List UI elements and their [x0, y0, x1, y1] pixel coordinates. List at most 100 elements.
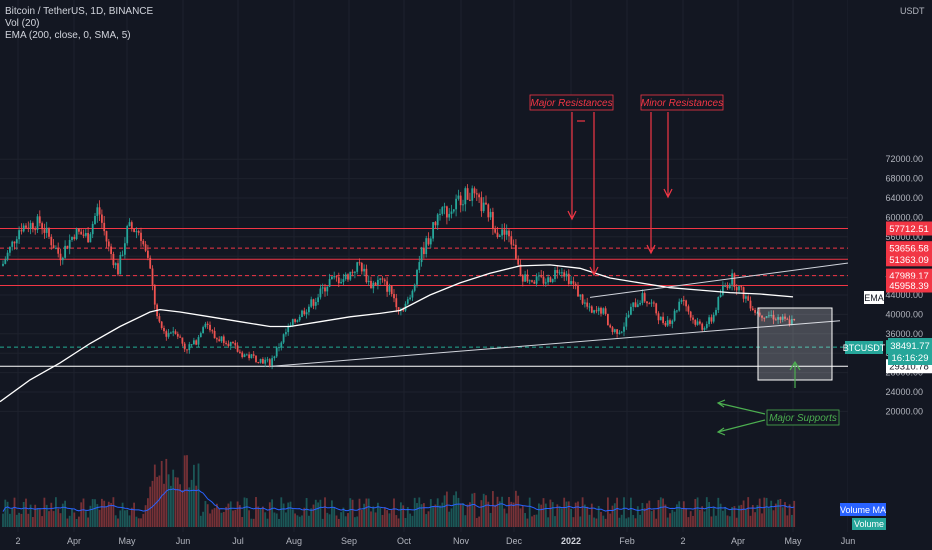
- volume-bar: [211, 509, 214, 527]
- volume-bar: [84, 511, 87, 527]
- volume-bar: [75, 518, 78, 527]
- volume-bar: [342, 507, 345, 527]
- volume-bar: [204, 501, 207, 527]
- volume-bar: [301, 515, 303, 527]
- candle-body: [512, 244, 515, 246]
- volume-bar: [6, 501, 9, 527]
- candle-body: [616, 329, 618, 334]
- volume-bar: [749, 515, 752, 527]
- candle-body: [643, 293, 646, 302]
- candle-body: [252, 354, 255, 356]
- candle-body: [538, 275, 540, 277]
- time-axis[interactable]: [0, 532, 932, 550]
- candle-body: [147, 250, 149, 258]
- candle-body: [634, 302, 637, 308]
- candle-body: [446, 206, 448, 218]
- volume-bar: [112, 497, 115, 527]
- candle-body: [73, 236, 76, 240]
- volume-bar: [121, 502, 124, 527]
- volume-bar: [57, 508, 60, 527]
- volume-bar: [480, 500, 483, 527]
- volume-bar: [381, 514, 384, 527]
- volume-bar: [588, 514, 591, 527]
- volume-bar: [455, 491, 457, 527]
- volume-bar: [243, 497, 246, 527]
- candle-body: [466, 188, 469, 200]
- candle-body: [625, 317, 628, 327]
- volume-bar: [236, 501, 239, 527]
- volume-bar: [770, 500, 773, 527]
- volume-bar: [29, 504, 32, 527]
- volume-bar: [464, 515, 467, 527]
- volume-bar: [32, 517, 34, 527]
- candle-body: [664, 322, 667, 326]
- major-supports-label[interactable]: Major Supports: [766, 409, 840, 426]
- candle-body: [682, 300, 685, 302]
- volume-bar: [82, 498, 85, 527]
- volume-bar: [625, 518, 628, 527]
- volume-bar: [195, 485, 198, 527]
- candle-body: [248, 354, 250, 359]
- candle-body: [600, 307, 602, 314]
- volume-bar: [264, 512, 267, 527]
- volume-bar: [528, 497, 531, 527]
- time-tick-label: 2: [680, 536, 685, 546]
- candle-body: [439, 213, 441, 215]
- svg-text:Major Supports: Major Supports: [769, 413, 837, 424]
- candle-body: [687, 306, 690, 312]
- volume-bar: [303, 507, 306, 527]
- volume-bar: [402, 505, 405, 527]
- level-tag-label: 51363.09: [889, 255, 929, 266]
- candle-body: [413, 284, 416, 291]
- volume-bar: [581, 497, 584, 527]
- candle-body: [517, 258, 520, 265]
- volume-bar: [618, 517, 621, 527]
- candle-body: [114, 263, 117, 266]
- volume-bar: [448, 511, 451, 527]
- candle-body: [429, 238, 432, 245]
- volume-bar: [574, 502, 577, 527]
- candle-body: [80, 231, 83, 235]
- time-tick-label: Apr: [731, 536, 745, 546]
- volume-bar: [627, 517, 630, 527]
- candle-body: [374, 282, 377, 285]
- candle-body: [784, 316, 786, 319]
- candle-body: [779, 317, 782, 320]
- volume-bar: [319, 499, 322, 527]
- volume-bars: [2, 455, 796, 527]
- candle-body: [275, 347, 278, 357]
- candle-body: [708, 317, 710, 325]
- volume-bar: [609, 513, 612, 527]
- candle-body: [34, 229, 37, 231]
- candle-body: [204, 323, 207, 328]
- symbol-badge: BTCUSDT: [843, 341, 886, 354]
- candle-body: [149, 257, 152, 269]
- candle-body: [91, 223, 94, 235]
- volume-bar: [400, 502, 402, 527]
- candle-body: [630, 306, 632, 315]
- volume-bar: [151, 480, 154, 527]
- volume-bar: [765, 497, 768, 527]
- volume-bar: [685, 508, 687, 527]
- volume-bar: [549, 499, 552, 527]
- candle-body: [699, 321, 701, 324]
- volume-bar: [87, 517, 89, 527]
- candle-body: [103, 222, 106, 232]
- candle-body: [556, 270, 559, 273]
- volume-bar: [133, 502, 135, 527]
- candle-body: [788, 319, 791, 325]
- candle-body: [78, 228, 80, 232]
- volume-bar: [275, 513, 278, 527]
- volume-bar: [427, 511, 430, 527]
- candle-body: [188, 344, 191, 351]
- candle-body: [209, 324, 211, 331]
- candle-body: [48, 227, 50, 237]
- major-resistances-label[interactable]: Major Resistances: [529, 94, 614, 111]
- volume-bar: [623, 497, 625, 527]
- price-tick-label: 56000.00: [885, 232, 923, 242]
- minor-resistances-label[interactable]: Minor Resistances: [640, 94, 724, 111]
- volume-bar: [434, 504, 437, 527]
- candle-body: [395, 298, 398, 308]
- volume-bar: [768, 508, 770, 527]
